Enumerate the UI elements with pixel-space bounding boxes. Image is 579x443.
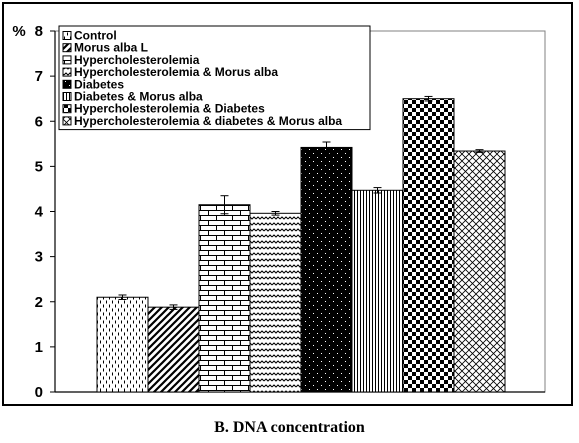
- error-bar-8: [475, 149, 484, 153]
- bar-3: [198, 204, 251, 393]
- error-bar-2: [169, 304, 178, 310]
- y-tick-label: 5: [35, 158, 43, 175]
- y-tick-label: 4: [35, 204, 44, 221]
- legend-label-2: Morus alba L: [74, 41, 148, 55]
- bar-5: [300, 146, 353, 393]
- error-bar-5: [322, 141, 331, 154]
- legend-swatch-5: [62, 79, 72, 89]
- error-bar-7: [424, 95, 433, 102]
- error-bar-6: [373, 187, 382, 194]
- legend-swatch-7: [62, 104, 72, 114]
- y-tick-label: 1: [35, 339, 43, 356]
- legend-label-6: Diabetes & Morus alba: [74, 90, 203, 104]
- legend-swatch-1: [62, 31, 72, 40]
- legend-swatch-3: [62, 55, 72, 65]
- y-tick-label: 8: [35, 23, 43, 40]
- bar-8: [453, 150, 506, 393]
- chart-caption: B. DNA concentration: [214, 419, 365, 436]
- legend-label-5: Diabetes: [74, 77, 124, 91]
- legend-swatch-6: [62, 92, 72, 101]
- legend-label-4: Hypercholesterolemia & Morus alba: [74, 65, 278, 79]
- bar-4: [249, 212, 302, 393]
- bar-6: [351, 189, 404, 393]
- y-axis-ticks: 0 1 2 3 4 5 6 7 8: [35, 23, 55, 401]
- legend-label-3: Hypercholesterolemia: [74, 53, 200, 67]
- legend-swatch-8: [62, 116, 72, 126]
- y-tick-label: 7: [35, 68, 43, 85]
- bar-2: [147, 306, 200, 393]
- bar-7: [402, 98, 455, 393]
- error-bar-3: [220, 195, 229, 215]
- y-tick-label: 3: [35, 249, 43, 266]
- error-bar-4: [271, 211, 280, 216]
- legend-label-8: Hypercholesterolemia & diabetes & Morus …: [74, 114, 342, 128]
- y-tick-label: 0: [35, 384, 43, 401]
- bar-1: [96, 296, 149, 393]
- y-tick-label: 6: [35, 113, 43, 130]
- y-axis-label: %: [12, 23, 25, 40]
- legend-label-1: Control: [74, 29, 117, 43]
- legend-swatch-4: [62, 67, 72, 77]
- error-bar-1: [118, 294, 127, 300]
- legend-swatch-2: [62, 43, 72, 53]
- legend-box: [58, 25, 371, 131]
- y-tick-label: 2: [35, 294, 43, 311]
- bars: [96, 95, 506, 393]
- legend-label-7: Hypercholesterolemia & Diabetes: [74, 102, 265, 116]
